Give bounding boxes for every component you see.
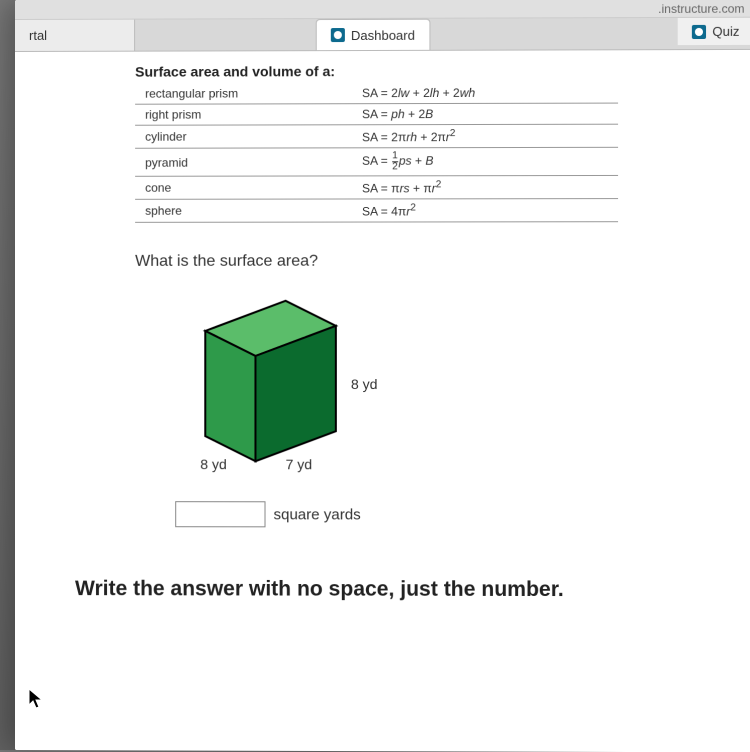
- table-row: coneSA = πrs + πr2: [135, 175, 618, 199]
- canvas-icon: [692, 24, 706, 38]
- table-row: sphereSA = 4πr2: [135, 199, 618, 223]
- answer-row: square yards: [175, 501, 734, 528]
- shape-name: cone: [135, 176, 352, 199]
- dim-height: 8 yd: [351, 376, 378, 392]
- question-text: What is the surface area?: [135, 252, 734, 271]
- screen: .instructure.com rtal Dashboard Quiz Sur…: [15, 0, 750, 752]
- url-bar: .instructure.com: [15, 0, 750, 20]
- table-row: cylinderSA = 2πrh + 2πr2: [135, 124, 618, 148]
- tab-label: rtal: [29, 28, 47, 43]
- browser-tabs: rtal Dashboard Quiz: [15, 18, 750, 52]
- table-row: right prismSA = ph + 2B: [135, 103, 618, 125]
- shape-name: sphere: [135, 199, 352, 222]
- cube-figure: 8 yd 8 yd 7 yd: [165, 291, 426, 492]
- formula-title: Surface area and volume of a:: [135, 62, 734, 80]
- cursor-icon: [28, 688, 44, 710]
- tab-label: Dashboard: [351, 27, 415, 42]
- tab-label: Quiz: [712, 24, 739, 39]
- table-row: rectangular prismSA = 2lw + 2lh + 2wh: [135, 82, 618, 104]
- shape-formula: SA = 4πr2: [352, 199, 618, 222]
- shape-formula: SA = 2πrh + 2πr2: [352, 124, 618, 148]
- shape-formula: SA = πrs + πr2: [352, 175, 618, 199]
- instruction-text: Write the answer with no space, just the…: [75, 577, 734, 602]
- answer-unit: square yards: [274, 506, 361, 523]
- shape-name: right prism: [135, 104, 352, 126]
- shape-formula: SA = ph + 2B: [352, 103, 618, 125]
- shape-name: rectangular prism: [135, 83, 352, 104]
- shape-formula: SA = 2lw + 2lh + 2wh: [352, 82, 618, 103]
- shape-name: cylinder: [135, 125, 352, 148]
- page-content: Surface area and volume of a: rectangula…: [15, 50, 750, 752]
- url-fragment: .instructure.com: [658, 2, 744, 16]
- shape-name: pyramid: [135, 148, 352, 176]
- answer-input[interactable]: [175, 501, 265, 527]
- shape-formula: SA = 12ps + B: [352, 147, 618, 176]
- cube-svg: [165, 291, 346, 467]
- tab-quiz[interactable]: Quiz: [678, 18, 750, 45]
- dim-width: 8 yd: [200, 456, 227, 472]
- table-row: pyramidSA = 12ps + B: [135, 147, 618, 176]
- canvas-icon: [331, 28, 345, 42]
- formula-table: rectangular prismSA = 2lw + 2lh + 2whrig…: [135, 82, 618, 222]
- tab-dashboard[interactable]: Dashboard: [316, 19, 430, 50]
- dim-depth: 7 yd: [286, 456, 313, 472]
- tab-portal[interactable]: rtal: [15, 20, 135, 51]
